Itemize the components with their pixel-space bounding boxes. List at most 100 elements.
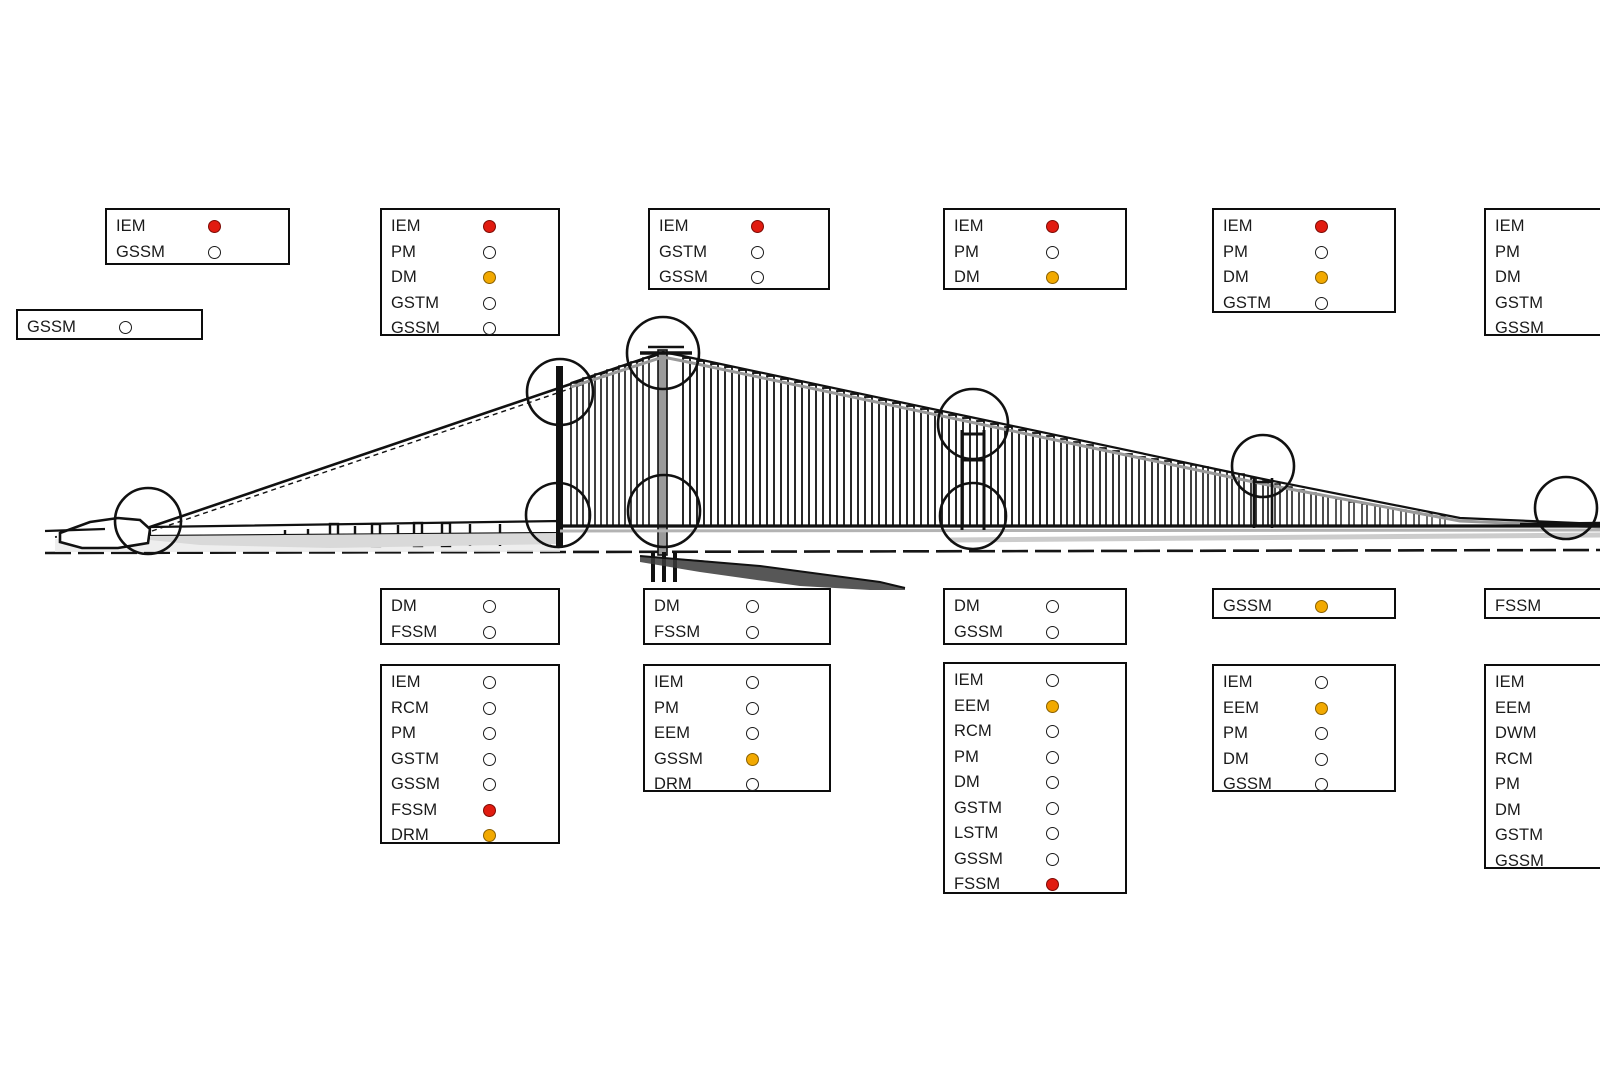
- legend-row-label: PM: [1495, 775, 1520, 793]
- legend-box[interactable]: IEM GSSM: [105, 208, 290, 265]
- status-dot-white: [483, 727, 496, 741]
- legend-row: GSSM: [382, 316, 558, 342]
- legend-row-label: PM: [954, 242, 979, 261]
- legend-row: DWM: [1486, 721, 1600, 747]
- legend-box[interactable]: FSSM: [1484, 588, 1600, 619]
- river-shadow-edge: [639, 555, 906, 589]
- legend-row-label: IEM: [391, 673, 421, 691]
- west-abutment-tie: [44, 527, 106, 533]
- legend-row-label: PM: [654, 698, 679, 717]
- legend-row-label: GSTM: [659, 242, 708, 261]
- legend-box[interactable]: IEM PM EEM GSSM DRM: [643, 664, 831, 793]
- legend-box[interactable]: IEM PM DM: [943, 208, 1127, 290]
- status-dot-white: [746, 778, 759, 792]
- legend-row: IEM: [1214, 214, 1394, 240]
- legend-row: DRM: [382, 823, 558, 849]
- status-dot-none: [1587, 676, 1600, 689]
- legend-row: RCM: [382, 696, 558, 722]
- legend-row-label: GSSM: [659, 268, 708, 286]
- legend-row-label: LSTM: [954, 824, 999, 842]
- legend-row: DM: [1486, 798, 1600, 824]
- legend-box[interactable]: IEM PM DM GSTM: [1212, 208, 1396, 313]
- legend-row-label: GSSM: [27, 318, 76, 336]
- status-dot-white: [746, 727, 759, 741]
- main-cable-envelope-shade: [570, 355, 1600, 529]
- legend-box[interactable]: IEM PM DM GSTM GSSM: [380, 208, 560, 337]
- legend-row-label: GSSM: [391, 775, 440, 793]
- status-dot-red: [1046, 220, 1059, 234]
- legend-box[interactable]: DM FSSM: [643, 588, 831, 645]
- legend-row-label: PM: [391, 724, 416, 742]
- legend-row-label: GSSM: [1495, 851, 1544, 870]
- legend-box[interactable]: GSSM: [1212, 588, 1396, 619]
- legend-row: FSSM: [382, 798, 558, 824]
- legend-row: GSSM: [645, 747, 829, 773]
- legend-row-label: EEM: [954, 696, 991, 715]
- legend-box[interactable]: IEM EEM DWM RCM PM DM GSTM GSSM: [1484, 664, 1600, 870]
- legend-box[interactable]: IEM PM DM GSTM GSSM: [1484, 208, 1600, 337]
- legend-row-label: GSSM: [1223, 597, 1272, 615]
- legend-row: FSSM: [1486, 594, 1600, 620]
- legend-row: GSTM: [382, 747, 558, 773]
- circle-abutment-east: [1533, 475, 1599, 541]
- status-dot-none: [1587, 855, 1600, 868]
- legend-box[interactable]: GSSM: [16, 309, 203, 340]
- legend-box[interactable]: IEM RCM PM GSTM GSSM FSSM DRM: [380, 664, 560, 844]
- legend-row-label: IEM: [1495, 217, 1525, 235]
- legend-row-label: DM: [1223, 749, 1249, 768]
- legend-row-label: EEM: [1495, 698, 1532, 717]
- circle-deck-mid: [936, 387, 1010, 461]
- legend-row: GSSM: [945, 620, 1125, 646]
- legend-row-label: DM: [954, 597, 980, 615]
- legend-row-label: DM: [1223, 268, 1249, 286]
- status-dot-orange: [1046, 699, 1059, 713]
- legend-row-label: FSSM: [954, 875, 1001, 893]
- legend-box[interactable]: DM GSSM: [943, 588, 1127, 645]
- status-dot-orange: [1315, 701, 1328, 715]
- legend-box[interactable]: IEM EEM RCM PM DM GSTM LSTM GSSM FSSM: [943, 662, 1127, 894]
- legend-row: GSSM: [1486, 849, 1600, 875]
- status-dot-white: [483, 625, 496, 639]
- legend-row-label: EEM: [654, 724, 691, 742]
- legend-row-label: DM: [954, 773, 980, 791]
- legend-row: DM: [1486, 265, 1600, 291]
- legend-row: FSSM: [945, 872, 1125, 898]
- legend-row-label: PM: [1495, 242, 1520, 261]
- status-dot-none: [1587, 753, 1600, 766]
- legend-row-label: EEM: [1223, 698, 1260, 717]
- legend-row: GSSM: [1486, 316, 1600, 342]
- legend-row: GSTM: [1214, 291, 1394, 317]
- legend-box[interactable]: DM FSSM: [380, 588, 560, 645]
- legend-row-label: GSTM: [391, 293, 440, 312]
- main-pylon-foot-1: [651, 552, 655, 582]
- legend-row: GSSM: [382, 772, 558, 798]
- callout-circle-group: [113, 315, 1599, 556]
- legend-row-label: GSSM: [1223, 775, 1272, 793]
- status-dot-none: [1587, 220, 1600, 233]
- status-dot-white: [119, 321, 132, 335]
- legend-row: FSSM: [382, 620, 558, 646]
- status-dot-white: [1315, 727, 1328, 741]
- status-dot-red: [1315, 220, 1328, 234]
- status-dot-white: [1046, 852, 1059, 866]
- legend-row: PM: [1214, 240, 1394, 266]
- status-dot-white: [208, 245, 221, 259]
- approach-deck-shadow: [150, 533, 560, 548]
- legend-row: PM: [382, 240, 558, 266]
- legend-row: GSSM: [1214, 772, 1394, 798]
- status-dot-white: [483, 322, 496, 336]
- status-dot-none: [1587, 727, 1600, 740]
- legend-row-label: FSSM: [1495, 597, 1542, 615]
- legend-box[interactable]: IEM EEM PM DM GSSM: [1212, 664, 1396, 793]
- legend-row: IEM: [382, 214, 558, 240]
- legend-row-label: GSSM: [391, 319, 440, 337]
- legend-row: RCM: [1486, 747, 1600, 773]
- status-dot-white: [1315, 778, 1328, 792]
- legend-row: PM: [382, 721, 558, 747]
- ground-line: [44, 548, 1600, 555]
- legend-row: GSTM: [945, 796, 1125, 822]
- status-dot-none: [1587, 829, 1600, 842]
- legend-box[interactable]: IEM GSTM GSSM: [648, 208, 830, 290]
- legend-row-label: GSSM: [1495, 319, 1544, 337]
